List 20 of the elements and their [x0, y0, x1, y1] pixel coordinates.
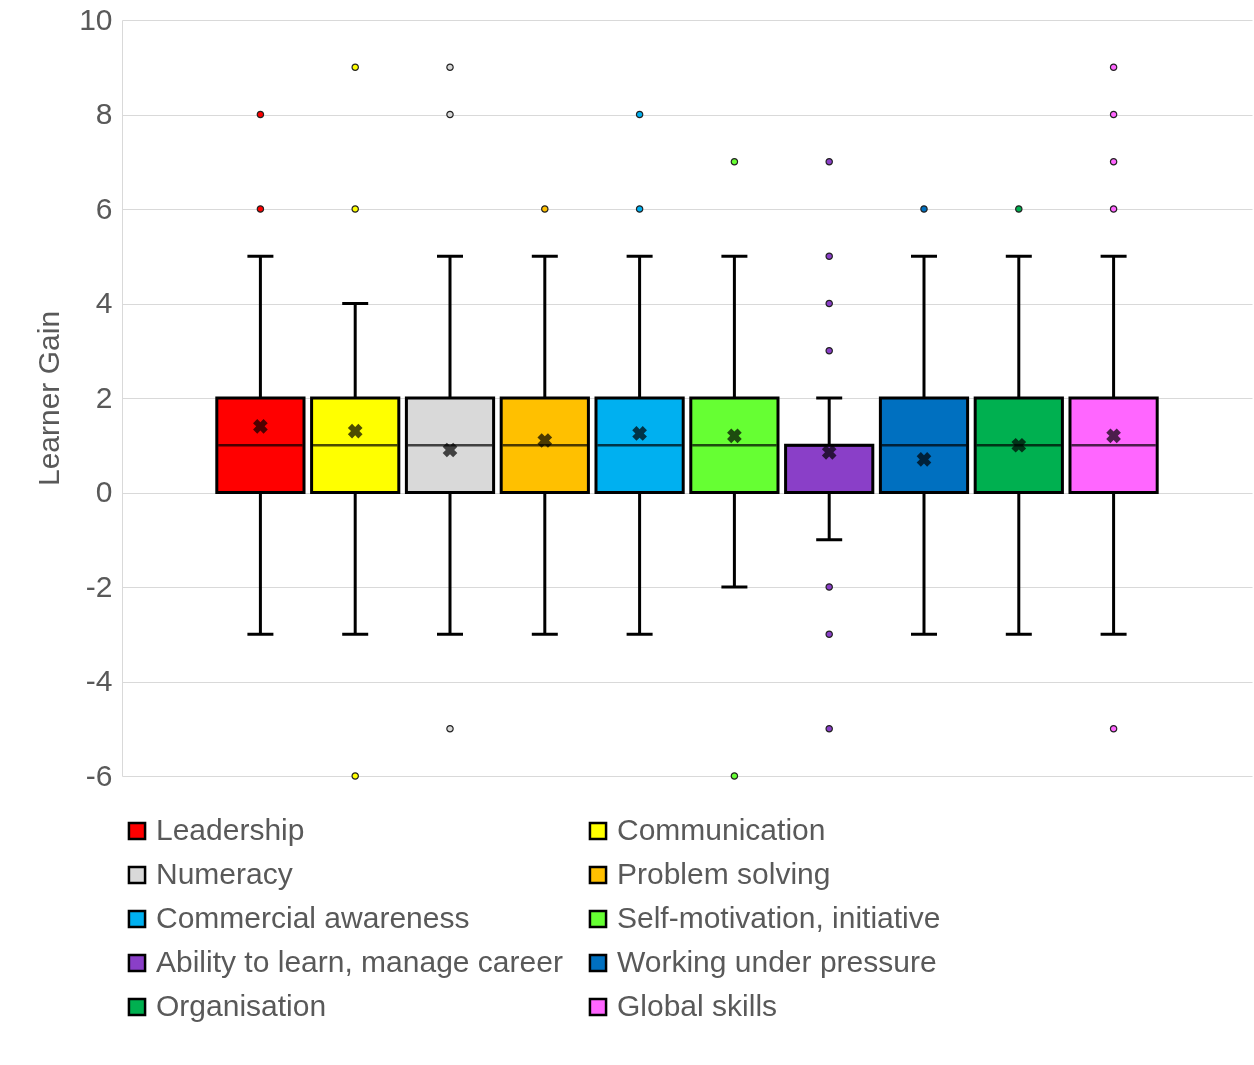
legend-label: Working under pressure — [617, 945, 937, 978]
legend-label: Ability to learn, manage career — [156, 945, 563, 978]
y-tick-label: 10 — [79, 2, 113, 36]
legend-label: Problem solving — [617, 857, 831, 890]
legend-label: Commercial awareness — [156, 901, 470, 934]
legend-label: Global skills — [617, 989, 778, 1022]
legend-label: Leadership — [156, 813, 305, 846]
y-tick-label: -6 — [85, 758, 113, 792]
y-tick-label: -4 — [85, 664, 113, 697]
y-tick-label: -2 — [85, 569, 113, 603]
y-tick-label: 4 — [95, 286, 113, 319]
legend-label: Numeracy — [156, 857, 293, 890]
y-tick-label: 2 — [95, 380, 113, 414]
y-tick-label: 0 — [95, 475, 113, 508]
legend-label: Organisation — [156, 989, 327, 1022]
y-axis-title: Learner Gain — [32, 310, 66, 487]
legend-label: Communication — [617, 813, 826, 846]
legend-label: Self-motivation, initiative — [617, 901, 941, 934]
y-tick-label: 8 — [95, 97, 113, 130]
y-tick-label: 6 — [95, 191, 113, 225]
